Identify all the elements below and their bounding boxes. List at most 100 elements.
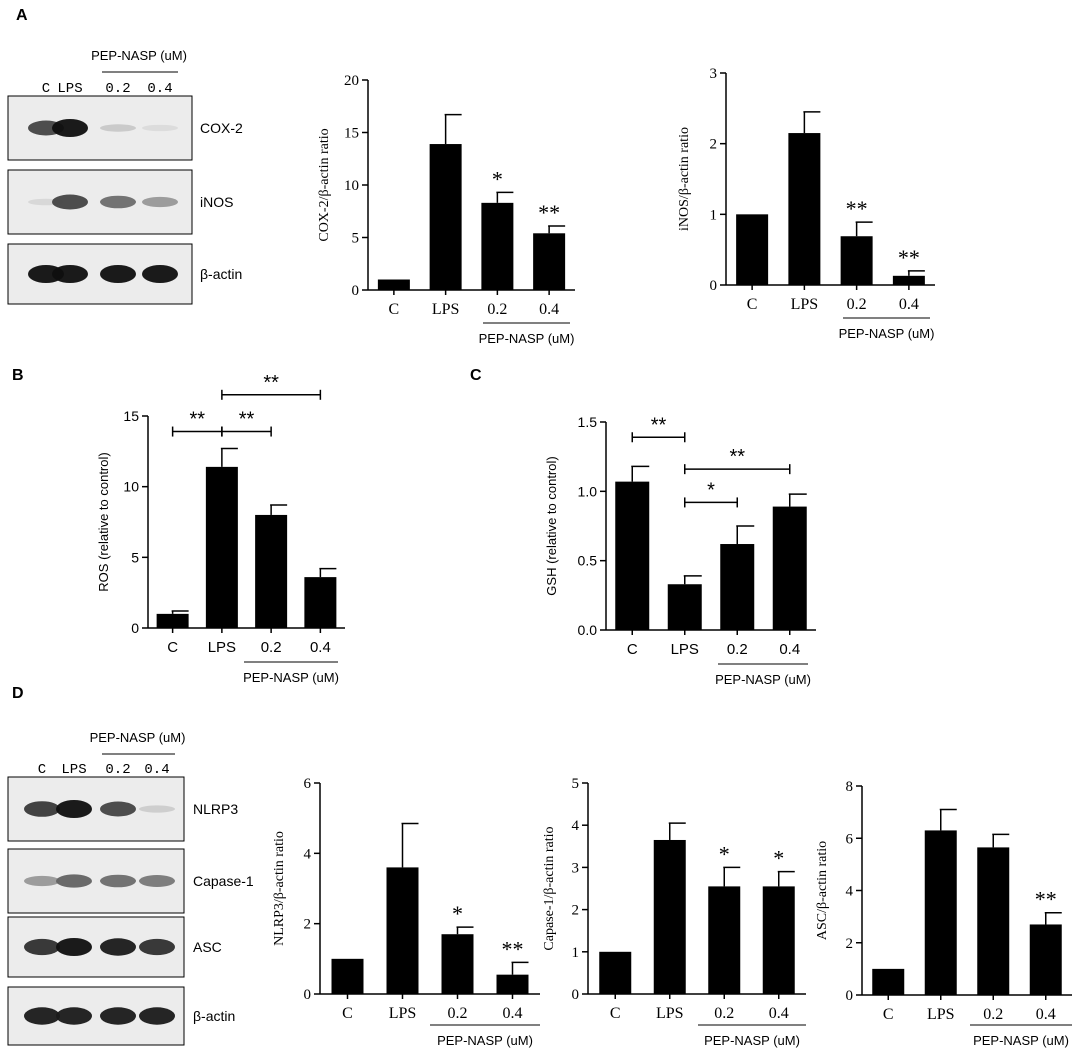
blot-row-label: Capase-1 (193, 873, 254, 889)
blot-row-label: NLRP3 (193, 801, 238, 817)
group-label: PEP-NASP (uM) (479, 331, 575, 346)
blot-row: iNOS (7, 169, 233, 235)
group-label: PEP-NASP (uM) (839, 326, 935, 341)
x-tick-label: LPS (389, 1005, 417, 1022)
x-tick-label: C (389, 301, 400, 318)
blot-lane-label: C (42, 81, 50, 97)
panel-letter-C: C (470, 367, 482, 384)
bracket-label: ** (729, 446, 745, 468)
y-tick-label: 2 (304, 917, 312, 933)
significance-label: ** (1035, 887, 1057, 912)
x-tick-label: 0.4 (1036, 1006, 1056, 1023)
bar (156, 613, 189, 628)
significance-label: * (719, 841, 730, 866)
x-tick-label: 0.4 (899, 296, 919, 313)
y-tick-label: 1 (572, 945, 580, 961)
bar (872, 968, 905, 995)
y-axis-label: COX-2/β-actin ratio (317, 128, 332, 241)
blot-lane-label: LPS (61, 762, 86, 778)
blot-band (56, 1007, 92, 1025)
x-tick-label: 0.2 (847, 296, 867, 313)
blot-band (24, 938, 60, 956)
y-axis-label: iNOS/β-actin ratio (677, 127, 692, 231)
significance-label: ** (898, 245, 920, 270)
y-axis-label: Capase-1/β-actin ratio (542, 826, 557, 950)
x-tick-label: 0.4 (779, 641, 800, 658)
significance-label: ** (502, 936, 524, 961)
x-tick-label: 0.4 (310, 639, 331, 656)
x-tick-label: C (883, 1006, 894, 1023)
blot-row-label: ASC (193, 939, 222, 955)
blot-lane-label: 0.2 (105, 81, 130, 97)
x-tick-label: 0.4 (503, 1005, 523, 1022)
blot-row-label: β-actin (200, 266, 242, 282)
panel-letter-A: A (16, 7, 28, 24)
blot-band (139, 938, 175, 956)
y-tick-label: 0 (572, 987, 580, 1003)
x-tick-label: 0.4 (769, 1005, 789, 1022)
bar-chart-D3: 0 2 4 6 8 ASC/β-actin ratio C LPS 0.2 0.4 ** PEP-NA… (815, 779, 1072, 1048)
y-axis-label: ROS (relative to control) (96, 452, 111, 591)
bar (840, 236, 873, 285)
bar-chart-A1: 0 5 10 15 20 COX-2/β-actin ratio C LPS 0.2 * 0.4 **… (317, 73, 575, 346)
blot-row-label: COX-2 (200, 120, 243, 136)
blot-band (100, 938, 136, 956)
bar (429, 144, 462, 290)
bar (386, 867, 419, 994)
bar (762, 886, 795, 994)
x-tick-label: 0.4 (539, 301, 559, 318)
x-tick-label: 0.2 (261, 639, 282, 656)
y-tick-label: 15 (123, 408, 139, 424)
y-tick-label: 0 (710, 278, 718, 294)
blot-band (100, 1007, 136, 1025)
blot-band (56, 874, 92, 888)
blot-band (52, 265, 88, 283)
blot-band (56, 938, 92, 956)
y-tick-label: 4 (572, 818, 580, 834)
x-tick-label: 0.2 (448, 1005, 468, 1022)
y-tick-label: 20 (344, 73, 359, 89)
bar (667, 584, 702, 630)
blot-lane-label: 0.4 (147, 81, 172, 97)
blot-band (52, 194, 88, 210)
y-tick-label: 2 (710, 137, 718, 153)
blot-band (139, 875, 175, 887)
y-tick-label: 0.0 (578, 622, 598, 638)
western-blot-A: PEP-NASP (uM) C LPS 0.2 0.4 COX-2 iNOS β-actin (7, 48, 243, 305)
blot-band (100, 195, 136, 209)
blot-row: β-actin (7, 243, 242, 305)
bar (772, 506, 807, 630)
bracket-label: ** (239, 409, 255, 431)
x-tick-label: C (342, 1005, 353, 1022)
y-tick-label: 4 (846, 884, 854, 900)
y-tick-label: 5 (352, 231, 360, 247)
blot-band (142, 265, 178, 283)
blot-band (100, 265, 136, 283)
y-tick-label: 3 (710, 66, 718, 82)
bar (892, 275, 925, 285)
bracket-label: ** (263, 372, 279, 394)
y-tick-label: 0 (131, 620, 139, 636)
bar-chart-C: 0.0 0.5 1.0 1.5 GSH (relative to control) C LP… (544, 414, 816, 687)
bracket-label: ** (651, 414, 667, 436)
group-label: PEP-NASP (uM) (715, 672, 811, 687)
blot-lane-label: 0.2 (105, 762, 130, 778)
blot-band (100, 124, 136, 132)
y-tick-label: 0 (352, 283, 360, 299)
bar (533, 233, 566, 290)
blot-band (142, 196, 178, 208)
bar (1029, 924, 1062, 995)
y-tick-label: 0.5 (578, 553, 598, 569)
y-tick-label: 8 (846, 779, 854, 795)
x-tick-label: 0.2 (727, 641, 748, 658)
y-tick-label: 2 (846, 936, 854, 952)
bar (377, 279, 410, 290)
bar (653, 839, 686, 994)
blot-band (100, 801, 136, 817)
bar (304, 577, 337, 628)
y-tick-label: 1.5 (578, 414, 598, 430)
blot-band (100, 874, 136, 888)
significance-label: * (492, 166, 503, 191)
y-tick-label: 4 (304, 846, 312, 862)
